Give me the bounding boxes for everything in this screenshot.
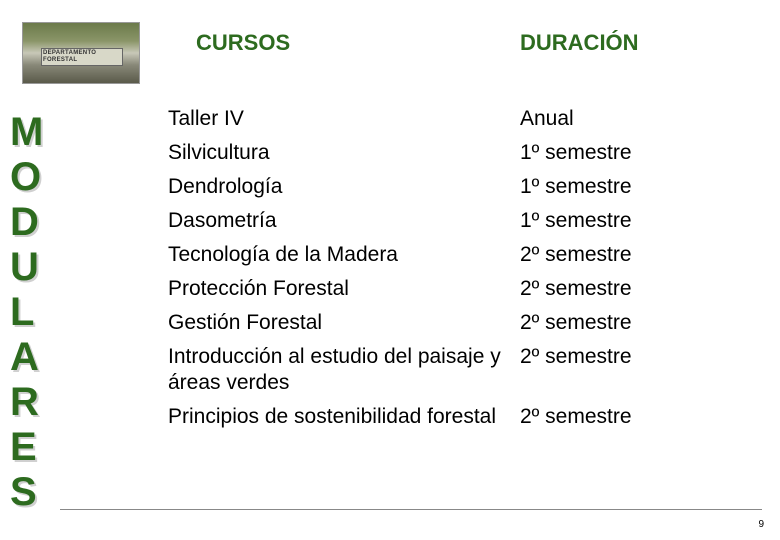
course-name: Silvicultura <box>168 140 520 166</box>
table-row: Protección Forestal 2º semestre <box>168 276 748 302</box>
course-duration: 2º semestre <box>520 242 632 268</box>
header-duracion: DURACIÓN <box>520 30 639 56</box>
department-photo-thumbnail <box>22 22 140 84</box>
table-row: Silvicultura 1º semestre <box>168 140 748 166</box>
course-name: Protección Forestal <box>168 276 520 302</box>
vertical-letter: M <box>10 110 43 155</box>
course-duration: 1º semestre <box>520 174 632 200</box>
course-name: Dendrología <box>168 174 520 200</box>
course-name: Introducción al estudio del paisaje y ár… <box>168 344 520 396</box>
vertical-letter: O <box>10 155 43 200</box>
course-name: Taller IV <box>168 106 520 132</box>
course-duration: 2º semestre <box>520 276 632 302</box>
vertical-letter: A <box>10 335 43 380</box>
course-duration: 1º semestre <box>520 208 632 234</box>
course-name: Gestión Forestal <box>168 310 520 336</box>
vertical-letter: U <box>10 245 43 290</box>
course-name: Dasometría <box>168 208 520 234</box>
slide-page: M O D U L A R E S CURSOS DURACIÓN Taller… <box>0 0 780 540</box>
table-row: Tecnología de la Madera 2º semestre <box>168 242 748 268</box>
table-header-row: CURSOS DURACIÓN <box>168 30 728 56</box>
vertical-letter: D <box>10 200 43 245</box>
course-duration: 2º semestre <box>520 404 632 430</box>
vertical-letter: L <box>10 290 43 335</box>
vertical-letter: S <box>10 470 43 515</box>
vertical-title-modulares: M O D U L A R E S <box>10 110 43 515</box>
table-row: Principios de sostenibilidad forestal 2º… <box>168 404 748 430</box>
table-row: Introducción al estudio del paisaje y ár… <box>168 344 748 396</box>
footer-divider <box>60 509 762 510</box>
course-duration: Anual <box>520 106 574 132</box>
course-duration: 1º semestre <box>520 140 632 166</box>
vertical-letter: E <box>10 425 43 470</box>
courses-table: Taller IV Anual Silvicultura 1º semestre… <box>168 106 748 438</box>
table-row: Dendrología 1º semestre <box>168 174 748 200</box>
table-row: Gestión Forestal 2º semestre <box>168 310 748 336</box>
table-row: Dasometría 1º semestre <box>168 208 748 234</box>
course-name: Principios de sostenibilidad forestal <box>168 404 520 430</box>
header-cursos: CURSOS <box>168 30 520 56</box>
page-number: 9 <box>758 519 764 530</box>
course-duration: 2º semestre <box>520 344 632 370</box>
course-name: Tecnología de la Madera <box>168 242 520 268</box>
course-duration: 2º semestre <box>520 310 632 336</box>
vertical-letter: R <box>10 380 43 425</box>
table-row: Taller IV Anual <box>168 106 748 132</box>
